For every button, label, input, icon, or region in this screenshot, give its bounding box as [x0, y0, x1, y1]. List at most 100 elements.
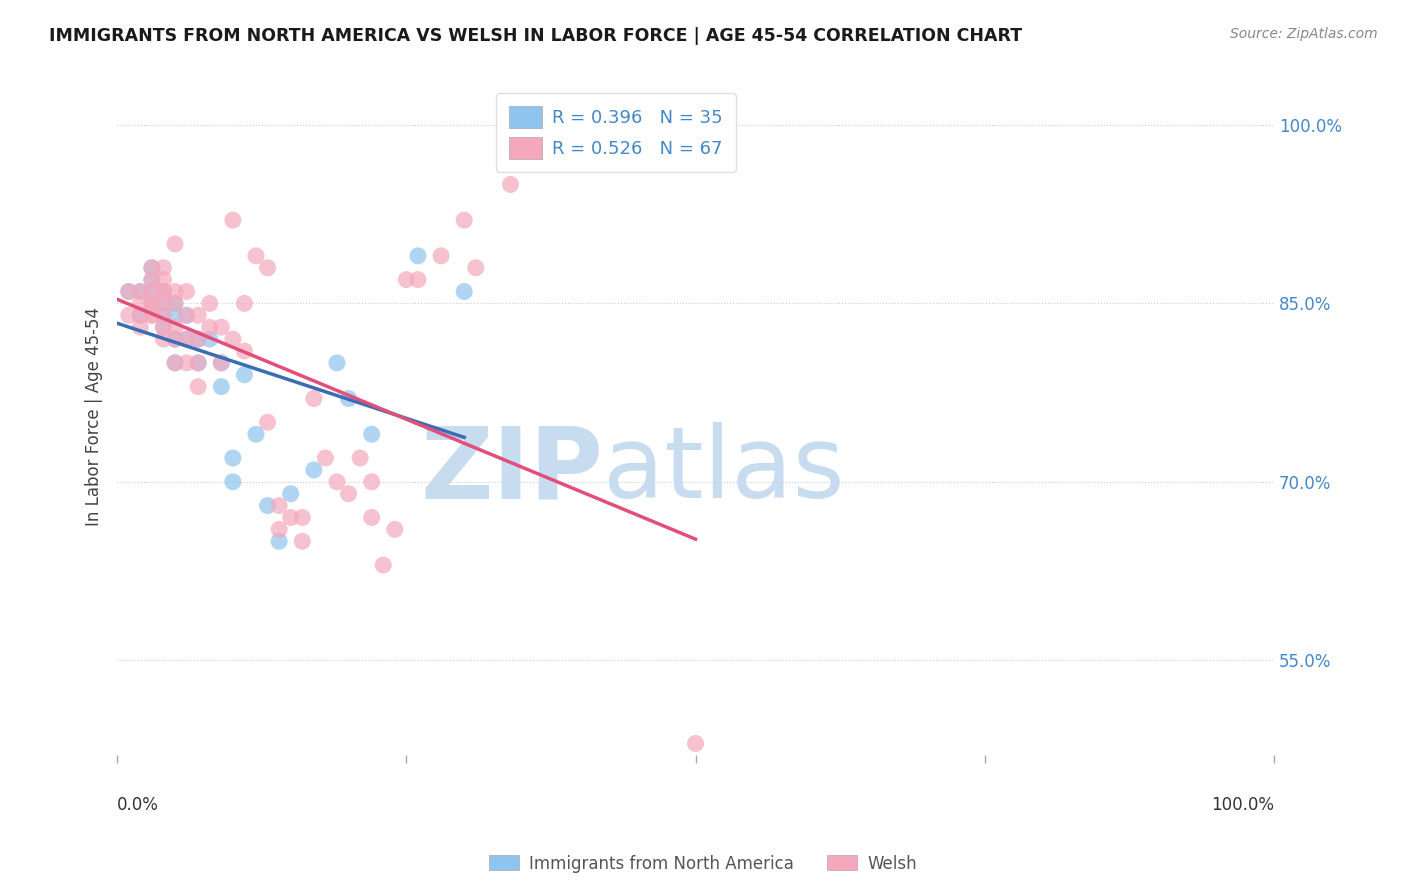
Point — [176, 356, 198, 370]
Point — [187, 332, 209, 346]
Point — [256, 415, 278, 429]
Point — [141, 308, 163, 322]
Text: 100.0%: 100.0% — [1211, 796, 1274, 814]
Point — [209, 379, 232, 393]
Point — [152, 320, 174, 334]
Point — [384, 522, 406, 536]
Point — [499, 178, 522, 192]
Point — [141, 285, 163, 299]
Point — [129, 285, 152, 299]
Point — [453, 285, 475, 299]
Point — [163, 332, 186, 346]
Point — [302, 392, 325, 406]
Point — [152, 285, 174, 299]
Point — [209, 356, 232, 370]
Text: Source: ZipAtlas.com: Source: ZipAtlas.com — [1230, 27, 1378, 41]
Point — [176, 285, 198, 299]
Point — [187, 356, 209, 370]
Point — [187, 308, 209, 322]
Point — [453, 213, 475, 227]
Point — [464, 260, 486, 275]
Point — [163, 285, 186, 299]
Point — [233, 343, 256, 358]
Point — [141, 296, 163, 310]
Y-axis label: In Labor Force | Age 45-54: In Labor Force | Age 45-54 — [86, 307, 103, 526]
Point — [176, 332, 198, 346]
Point — [222, 332, 245, 346]
Text: IMMIGRANTS FROM NORTH AMERICA VS WELSH IN LABOR FORCE | AGE 45-54 CORRELATION CH: IMMIGRANTS FROM NORTH AMERICA VS WELSH I… — [49, 27, 1022, 45]
Text: ZIP: ZIP — [420, 422, 603, 519]
Point — [163, 308, 186, 322]
Point — [163, 356, 186, 370]
Point — [269, 522, 291, 536]
Point — [152, 308, 174, 322]
Point — [198, 296, 221, 310]
Point — [360, 510, 382, 524]
Legend: Immigrants from North America, Welsh: Immigrants from North America, Welsh — [482, 848, 924, 880]
Point — [152, 296, 174, 310]
Point — [337, 486, 360, 500]
Point — [198, 332, 221, 346]
Legend: R = 0.396   N = 35, R = 0.526   N = 67: R = 0.396 N = 35, R = 0.526 N = 67 — [496, 94, 735, 171]
Point — [152, 296, 174, 310]
Point — [406, 272, 429, 286]
Point — [129, 296, 152, 310]
Point — [129, 308, 152, 322]
Point — [187, 379, 209, 393]
Point — [187, 332, 209, 346]
Point — [176, 308, 198, 322]
Point — [129, 308, 152, 322]
Point — [280, 486, 302, 500]
Point — [118, 285, 141, 299]
Point — [233, 296, 256, 310]
Point — [141, 296, 163, 310]
Point — [141, 272, 163, 286]
Point — [326, 475, 349, 489]
Point — [302, 463, 325, 477]
Point — [141, 296, 163, 310]
Point — [209, 320, 232, 334]
Point — [360, 475, 382, 489]
Point — [152, 285, 174, 299]
Point — [187, 356, 209, 370]
Point — [209, 356, 232, 370]
Point — [256, 260, 278, 275]
Point — [152, 308, 174, 322]
Point — [152, 285, 174, 299]
Point — [291, 534, 314, 549]
Point — [152, 272, 174, 286]
Point — [280, 510, 302, 524]
Point — [314, 450, 336, 465]
Point — [141, 285, 163, 299]
Point — [176, 308, 198, 322]
Text: 0.0%: 0.0% — [117, 796, 159, 814]
Point — [141, 272, 163, 286]
Point — [326, 356, 349, 370]
Point — [256, 499, 278, 513]
Point — [118, 308, 141, 322]
Point — [129, 320, 152, 334]
Point — [141, 260, 163, 275]
Point — [163, 320, 186, 334]
Point — [152, 260, 174, 275]
Point — [395, 272, 418, 286]
Point — [406, 249, 429, 263]
Point — [269, 534, 291, 549]
Point — [176, 332, 198, 346]
Point — [222, 450, 245, 465]
Point — [685, 736, 707, 750]
Point — [163, 296, 186, 310]
Point — [129, 285, 152, 299]
Text: atlas: atlas — [603, 422, 845, 519]
Point — [233, 368, 256, 382]
Point — [349, 450, 371, 465]
Point — [222, 475, 245, 489]
Point — [163, 332, 186, 346]
Point — [269, 499, 291, 513]
Point — [245, 427, 267, 442]
Point — [163, 236, 186, 251]
Point — [152, 332, 174, 346]
Point — [222, 213, 245, 227]
Point — [163, 296, 186, 310]
Point — [373, 558, 395, 572]
